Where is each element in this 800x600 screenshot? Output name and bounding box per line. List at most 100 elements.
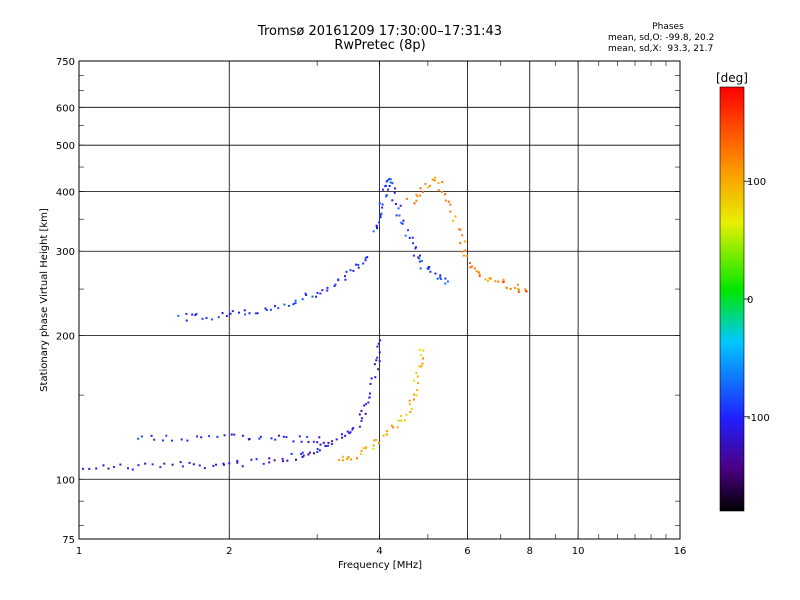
- data-point: [488, 277, 491, 280]
- data-point: [273, 305, 276, 308]
- data-point: [446, 280, 449, 283]
- data-point: [179, 461, 182, 464]
- data-point: [484, 278, 487, 281]
- data-point: [349, 431, 352, 434]
- data-point: [203, 467, 206, 470]
- data-point: [352, 269, 355, 272]
- data-point: [377, 342, 380, 345]
- data-point: [373, 439, 376, 442]
- data-point: [274, 438, 277, 441]
- data-point: [357, 266, 360, 269]
- data-point: [107, 467, 110, 470]
- data-point: [364, 257, 367, 260]
- data-point: [392, 426, 395, 429]
- data-point: [381, 203, 384, 206]
- data-point: [421, 357, 424, 360]
- data-point: [378, 221, 381, 224]
- data-point: [300, 453, 303, 456]
- data-point: [258, 437, 261, 440]
- data-point: [382, 434, 385, 437]
- data-point: [398, 214, 401, 217]
- data-point: [401, 222, 404, 225]
- data-point: [379, 216, 382, 219]
- data-point: [307, 440, 310, 443]
- data-point: [343, 275, 346, 278]
- data-point: [277, 307, 280, 310]
- data-point: [286, 459, 289, 462]
- chart-subtitle: RwPretec (8p): [334, 38, 426, 53]
- axis-ticks: 1 2 4 6 8 10 16 75 100 200 300 400 500 600 750: [56, 57, 686, 557]
- data-point: [151, 463, 154, 466]
- data-point: [463, 240, 466, 243]
- data-point: [198, 464, 201, 467]
- data-point: [436, 277, 439, 280]
- data-point: [153, 438, 156, 441]
- data-point: [525, 290, 528, 293]
- x-tick-label: 10: [572, 546, 585, 557]
- grid: [79, 61, 680, 539]
- data-point: [389, 181, 392, 184]
- y-axis-label: Stationary phase Virtual Height [km]: [39, 208, 50, 392]
- data-point: [470, 265, 473, 268]
- data-point: [316, 448, 319, 451]
- data-point: [375, 359, 378, 362]
- data-point: [497, 280, 500, 283]
- data-point: [340, 433, 343, 436]
- data-point: [419, 187, 422, 190]
- phase-stats: Phases mean, sd,O: -99.8, 20.2 mean, sd,…: [608, 22, 728, 55]
- data-point: [281, 457, 284, 460]
- data-point: [171, 439, 174, 442]
- data-point: [400, 414, 403, 417]
- data-point: [427, 267, 430, 270]
- data-point: [452, 219, 455, 222]
- data-point: [349, 269, 352, 272]
- x-tick-label: 6: [464, 546, 470, 557]
- data-point: [357, 263, 360, 266]
- data-point: [216, 435, 219, 438]
- data-point: [230, 433, 233, 436]
- data-point: [254, 312, 257, 315]
- x-tick-label: 1: [76, 546, 82, 557]
- data-point: [416, 389, 419, 392]
- data-point: [362, 447, 365, 450]
- data-point: [469, 261, 472, 264]
- data-point: [486, 279, 489, 282]
- data-point: [194, 314, 197, 317]
- data-point: [144, 462, 147, 465]
- data-point: [223, 434, 226, 437]
- data-point: [307, 453, 310, 456]
- data-point: [395, 214, 398, 217]
- data-point: [81, 467, 84, 470]
- data-point: [137, 464, 140, 467]
- data-point: [360, 417, 363, 420]
- data-point: [277, 434, 280, 437]
- data-point: [200, 436, 203, 439]
- data-point: [400, 419, 403, 422]
- data-point: [283, 303, 286, 306]
- data-point: [420, 259, 423, 262]
- data-point: [367, 401, 370, 404]
- data-point: [388, 184, 391, 187]
- data-point: [243, 309, 246, 312]
- data-point: [180, 438, 183, 441]
- data-point: [201, 317, 204, 320]
- data-point: [159, 466, 162, 469]
- data-point: [381, 206, 384, 209]
- data-point: [205, 316, 208, 319]
- data-point: [475, 270, 478, 273]
- data-point: [397, 419, 400, 422]
- data-point: [416, 375, 419, 378]
- data-point: [464, 249, 467, 252]
- data-point: [372, 444, 375, 447]
- data-point: [505, 286, 508, 289]
- data-point: [282, 460, 285, 463]
- x-tick-label: 2: [226, 546, 232, 557]
- data-point: [301, 298, 304, 301]
- data-point: [185, 312, 188, 315]
- data-point: [294, 302, 297, 305]
- data-point: [424, 182, 427, 185]
- data-point: [256, 312, 259, 315]
- data-point: [478, 273, 481, 276]
- data-point: [137, 437, 140, 440]
- data-point: [131, 468, 134, 471]
